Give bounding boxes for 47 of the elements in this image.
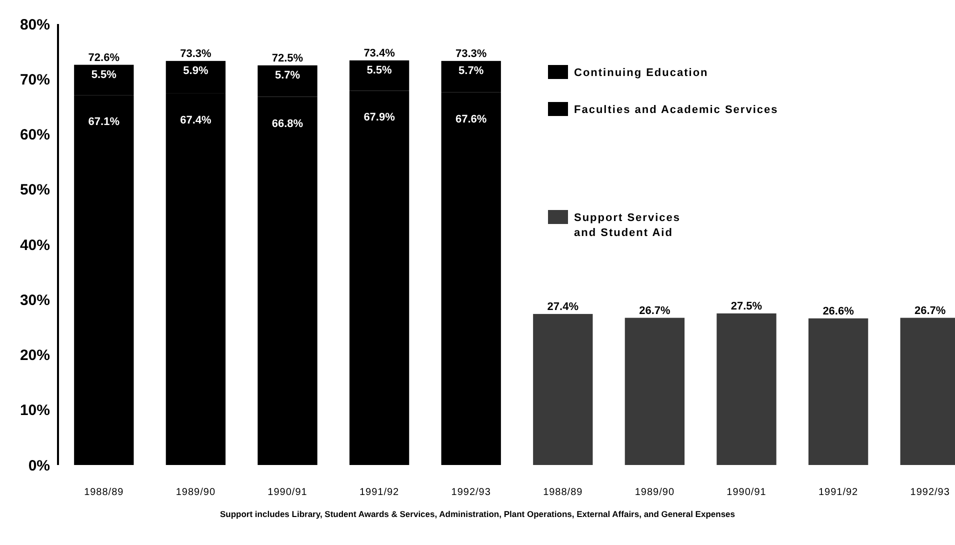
data-label: 5.7% bbox=[274, 69, 300, 82]
data-label: 67.1% bbox=[88, 116, 120, 128]
x-tick-label: 1989/90 bbox=[176, 487, 216, 498]
y-tick-label: 70% bbox=[20, 71, 50, 88]
legend-label: Faculties and Academic Services bbox=[574, 104, 778, 116]
legend-label: Support Services and Student Aid bbox=[574, 212, 680, 239]
x-tick-label: 1992/93 bbox=[910, 487, 950, 498]
data-label: 5.7% bbox=[458, 64, 484, 77]
x-tick-label: 1990/91 bbox=[268, 487, 308, 498]
y-tick-label: 20% bbox=[20, 347, 50, 364]
total-label: 27.5% bbox=[730, 300, 762, 312]
y-tick-label: 40% bbox=[20, 236, 50, 254]
bar bbox=[533, 314, 593, 465]
x-tick-label: 1988/89 bbox=[543, 487, 583, 498]
bar bbox=[716, 313, 776, 465]
total-label: 72.6% bbox=[88, 52, 120, 64]
data-label: 5.9% bbox=[183, 64, 208, 77]
data-label: 67.9% bbox=[364, 112, 396, 124]
bar bbox=[808, 318, 868, 465]
total-label: 26.7% bbox=[639, 304, 671, 317]
total-label: 26.6% bbox=[822, 305, 854, 318]
y-tick-label: 30% bbox=[20, 292, 50, 309]
total-label: 26.7% bbox=[914, 304, 946, 317]
x-tick-label: 1991/92 bbox=[818, 487, 858, 498]
total-label: 73.3% bbox=[180, 48, 212, 60]
text: Support includes Library, Student Awards & Services, Administration, Plant Operations, External Affairs, and General Expenses bbox=[220, 509, 736, 519]
data-label: 67.6% bbox=[456, 113, 487, 126]
data-label: 5.5% bbox=[91, 68, 117, 81]
data-label: 5.5% bbox=[366, 64, 392, 76]
total-label: 73.4% bbox=[364, 47, 396, 60]
data-label: 66.8% bbox=[272, 118, 304, 130]
bar bbox=[624, 318, 685, 465]
y-tick-label: 60% bbox=[20, 126, 50, 144]
x-tick-label: 1989/90 bbox=[634, 487, 675, 498]
total-label: 73.3% bbox=[456, 48, 487, 60]
total-label: 72.5% bbox=[272, 52, 304, 64]
legend-label: Continuing Education bbox=[574, 67, 708, 79]
y-tick-label: 0% bbox=[28, 457, 50, 474]
y-tick-label: 80% bbox=[20, 16, 50, 34]
y-tick-label: 10% bbox=[20, 402, 50, 420]
x-tick-label: 1991/92 bbox=[359, 487, 400, 498]
data-label: 67.4% bbox=[180, 114, 212, 126]
x-tick-label: 1992/93 bbox=[451, 487, 491, 498]
x-tick-label: 1988/89 bbox=[84, 487, 124, 498]
y-tick-label: 50% bbox=[20, 182, 50, 199]
x-tick-label: 1990/91 bbox=[726, 487, 766, 498]
total-label: 27.4% bbox=[547, 300, 579, 313]
